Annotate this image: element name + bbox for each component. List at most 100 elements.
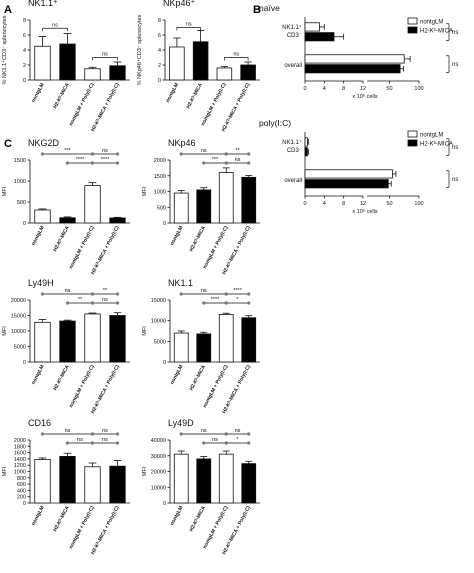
c6-bar-0 [173,453,189,504]
c3-bracket-node-a-1 [90,292,95,296]
b2-legend-swatch-1 [407,139,418,147]
panel-label-c: C [4,138,12,150]
c2-bracket-node-b-1 [247,152,251,156]
c4-significance-1: **** [233,288,242,294]
b1-xlabel: x 10⁶ cells [352,93,377,100]
c5-bracket-node-a-1 [90,432,95,436]
c3-bracket-node-a-3 [90,301,95,305]
b1-x-tick-label-5: 100 [414,86,423,92]
c1-significance-1: ns [102,148,108,154]
b1-x-tick-label-1: 4 [323,86,326,92]
c3-title: Ly49H [28,278,54,288]
c5-bracket-node-b-1 [115,432,120,436]
c1-x-tick-label-3: H2-Kᵇ-MICA + Poly(I:C) [90,225,121,276]
a1-y-tick-label-1: 2 [23,63,26,69]
b2-x-tick-label-0: 0 [303,201,306,207]
c4-significance-2: **** [211,297,220,303]
c5-bar-3 [109,465,126,504]
c6-bracket-node-a-2 [202,441,206,445]
b1-significance-0: ns [452,30,458,36]
c6-bar-1 [196,458,212,504]
c4-title: NK1.1 [168,278,193,288]
c2-y-tick-label-4: 2000 [154,158,166,164]
c5-x-tick-label-3: H2-Kᵇ-MICA + Poly(I:C) [90,505,121,556]
c6-title: Ly49D [168,418,194,428]
c4-y-tick-label-0: 0 [163,360,166,366]
b1-significance-1: ns [452,62,458,68]
c1-y-tick-label-2: 1000 [14,179,26,185]
c1-title: NKG2D [28,138,60,148]
c1-significance-3: **** [101,157,110,163]
c2-significance-2: *** [212,157,219,163]
b1-category-label-0-1: CD3⁻ [287,33,302,39]
c2-significance-1: ** [235,148,240,154]
a2-y-tick-label-0: 0 [158,78,161,84]
a2-y-tick-label-3: 6 [158,33,161,39]
charts-layer: NK1.1⁺ 0 2 4 6 8 % NK1.1⁺CD3⁻ splenocytes nontg… [1,0,458,556]
c3-y-tick-label-0: 0 [23,360,26,366]
b2-category-label-0-0: NK1.1⁺ [282,139,302,146]
b2-x-tick-label-2: 8 [342,201,345,207]
c2-bar-2 [218,172,234,224]
c3-ylabel: MFI [2,326,8,336]
c5-y-tick-label-7: 1400 [14,457,26,463]
c6-y-tick-label-0: 0 [163,501,166,507]
c3-bar-1 [59,320,76,363]
c1-bracket-node-b-1 [115,152,120,156]
a2-x-tick-label-3: H2-Kᵇ-MICA + Poly(I:C) [221,82,252,133]
a1-bar-2 [84,68,101,81]
c4-bar-1 [196,333,212,363]
c1-y-tick-label-1: 500 [17,200,26,206]
c1-bracket-node-b-3 [115,161,120,165]
c1-significance-0: *** [64,148,71,154]
c5-y-tick-label-9: 1800 [14,444,26,450]
b2-x-tick-label-3: 12 [360,201,366,207]
c6-x-tick-label-0: nontgLM [169,505,184,526]
b2-legend-label-1: H2-Kᵇ-MICA [420,141,453,148]
c3-bar-0 [34,321,51,363]
c6-bracket-node-b-1 [247,432,251,436]
c2-y-tick-label-0: 0 [163,221,166,227]
c5-significance-2: ns [77,437,83,443]
c4-x-tick-label-1: H2-Kᵇ-MICA [189,364,208,392]
c6-significance-2: ns [212,437,218,443]
c2-bracket-node-a-1 [224,152,228,156]
c3-significance-1: ** [103,288,108,294]
a2-y-tick-label-2: 4 [158,48,161,54]
c3-bracket-node-b-1 [115,292,120,296]
c6-significance-1: ns [235,428,241,434]
c6-x-tick-label-1: H2-Kᵇ-MICA [189,505,208,533]
c1-bracket-node-a-1 [90,152,95,156]
c4-bracket-node-a-1 [224,292,228,296]
b1-x-tick-label-4: 50 [386,86,392,92]
b1-bar-1-0 [304,54,405,64]
b1-x-tick-label-2: 8 [342,86,345,92]
b1-category-label-0-0: NK1.1⁺ [282,24,302,31]
c3-y-tick-label-2: 10000 [11,329,26,335]
b2-title: poly(I:C) [259,118,291,128]
c4-significance-3: * [236,297,239,303]
b2-category-label-1-0: overall [284,178,302,184]
c5-y-tick-label-2: 400 [17,488,26,494]
c6-significance-3: * [236,437,239,443]
b2-category-label-0-1: CD3⁻ [287,148,302,154]
c4-bar-2 [218,314,234,363]
c5-bracket-node-a-3 [90,441,95,445]
c2-x-tick-label-1: H2-Kᵇ-MICA [189,225,208,253]
c4-ylabel: MFI [142,326,148,336]
c6-bracket-node-b-3 [247,441,251,445]
c3-bracket-node-a-0 [40,292,45,296]
c3-bracket-node-a-2 [65,301,70,305]
c5-significance-1: ns [102,428,108,434]
a2-bar-1 [192,41,209,81]
c5-y-tick-label-10: 2000 [14,438,26,444]
a1-bar-3 [109,65,126,81]
c2-ylabel: MFI [142,186,148,196]
c1-bracket-node-a-3 [90,161,95,165]
a2-significance-1: ns [233,52,239,58]
a2-bar-3 [240,64,256,81]
b1-category-label-1-0: overall [284,63,302,69]
b1-bar-1-1 [304,64,401,74]
c3-bar-3 [109,315,126,363]
b1-title: naïve [259,3,280,13]
